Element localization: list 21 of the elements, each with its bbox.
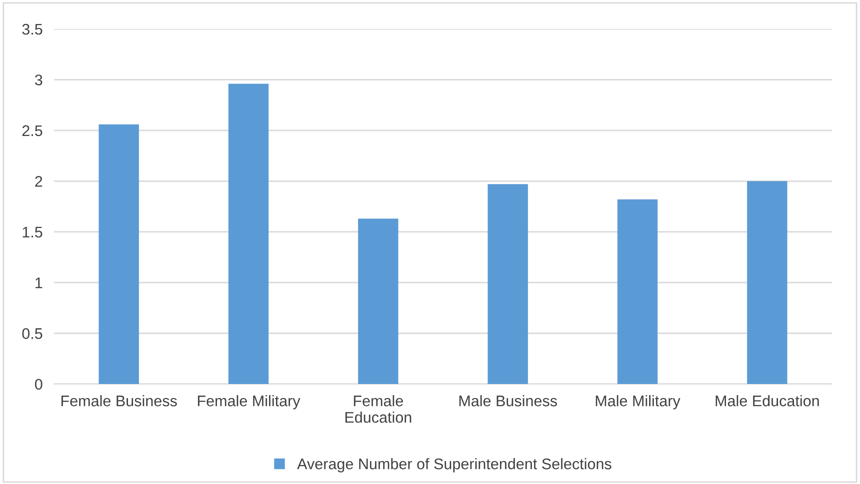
y-tick-label: 0 — [34, 378, 42, 390]
legend-label: Average Number of Superintendent Selections — [297, 458, 612, 472]
y-tick-label: 1 — [36, 278, 42, 288]
bar — [98, 124, 139, 384]
y-tick-label: 3.5 — [22, 24, 42, 35]
y-tick-label: 1.5 — [22, 226, 42, 238]
x-tick-label: Male Education — [716, 395, 819, 406]
x-tick-label: Female Education — [345, 395, 412, 423]
bar — [228, 84, 269, 384]
x-tick-label: Male Business — [459, 395, 557, 406]
bar — [617, 199, 658, 384]
bar — [747, 181, 788, 384]
y-tick-label: 2.5 — [22, 125, 42, 136]
y-tick-label: 0.5 — [22, 328, 42, 339]
x-tick-label: Female Business — [62, 395, 177, 406]
bar — [488, 184, 528, 384]
y-tick-label: 3 — [34, 74, 42, 86]
x-tick-label: Male Military — [596, 395, 680, 410]
bar — [358, 218, 398, 384]
y-tick-label: 2 — [35, 176, 42, 187]
x-tick-label: Female Military — [198, 395, 300, 410]
